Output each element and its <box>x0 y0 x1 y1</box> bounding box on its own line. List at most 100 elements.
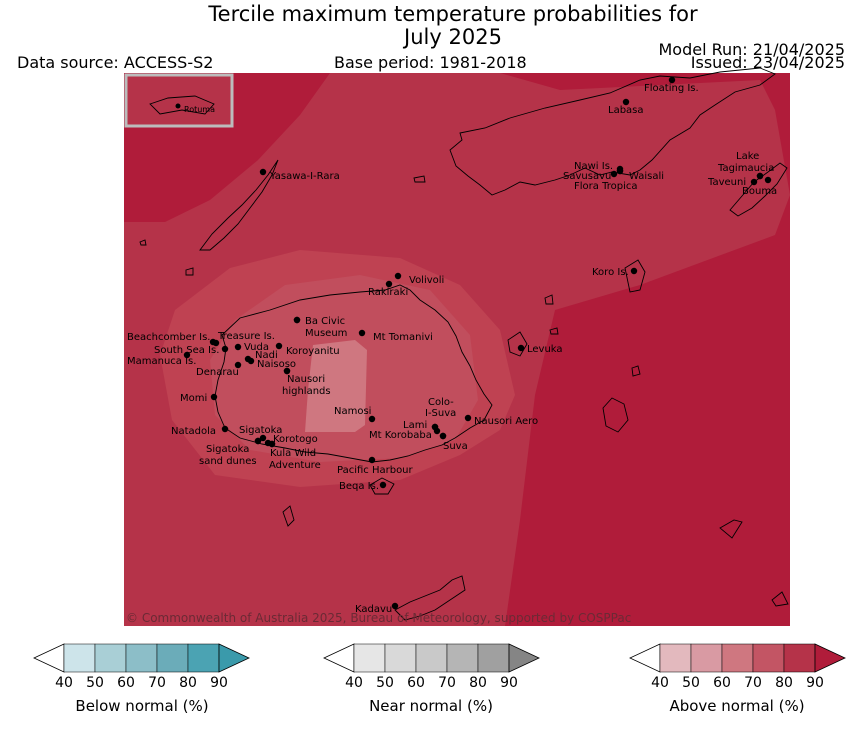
colorbar-tick-label: 70 <box>744 675 762 691</box>
place-dot <box>210 393 218 401</box>
place-marker: Naisoso <box>247 357 296 370</box>
place-label: Ba Civic <box>305 316 345 327</box>
place-dot <box>234 343 242 351</box>
place-label: Floating Is. <box>644 83 699 94</box>
colorbar-label-above: Above normal (%) <box>669 697 805 715</box>
place-dot <box>385 280 393 288</box>
place-marker: Lami <box>403 420 441 435</box>
place-label: Mamanuca Is. <box>127 356 196 367</box>
colorbar-tick-label: 50 <box>86 675 104 691</box>
place-marker: Museum <box>293 316 347 339</box>
place-label: Adventure <box>269 460 321 471</box>
place-marker: Beqa Is. <box>339 481 387 492</box>
inset-label-rotuma: Rotuma <box>184 105 215 114</box>
colorbar-tick-label: 90 <box>210 675 228 691</box>
colorbar-segment <box>94 643 127 673</box>
colorbar-tick-label: 40 <box>55 675 73 691</box>
place-label: sand dunes <box>199 456 257 467</box>
place-marker: Tagimaucia <box>717 163 774 180</box>
place-label: Nawi Is. <box>574 161 613 172</box>
place-label: Colo- <box>428 397 454 408</box>
colorbar-segment <box>721 643 754 673</box>
place-label: Nadi <box>255 350 278 361</box>
place-label: Labasa <box>608 105 644 116</box>
colorbar-near-normal <box>323 643 540 673</box>
colorbar-tick-label: 70 <box>148 675 166 691</box>
place-dot <box>616 167 624 175</box>
place-dot <box>212 339 220 347</box>
place-dot <box>358 329 366 337</box>
map-title-line1: Tercile maximum temperature probabilitie… <box>208 2 698 26</box>
colorbar-tick-label: 90 <box>806 675 824 691</box>
coastlines <box>139 67 789 621</box>
colorbar-tick-label: 90 <box>500 675 518 691</box>
place-marker: Pacific Harbour <box>337 456 414 476</box>
place-marker: Yasawa-I-Rara <box>259 168 340 182</box>
place-label: Yasawa-I-Rara <box>269 171 340 182</box>
place-label: Waisali <box>629 171 664 182</box>
place-dot <box>254 437 262 445</box>
place-marker: Denarau <box>196 361 242 378</box>
place-marker: Nausori Aero <box>464 414 538 427</box>
place-marker: Floating Is. <box>644 76 699 94</box>
place-label: Taveuni <box>707 177 746 188</box>
place-label: highlands <box>282 386 331 397</box>
colorbar-segment <box>477 643 510 673</box>
colorbar-tick-label: 80 <box>179 675 197 691</box>
place-dot <box>750 178 758 186</box>
place-label: South Sea Is. <box>154 345 219 356</box>
place-label: Sigatoka <box>206 444 249 455</box>
place-marker: Kadavu <box>355 602 399 615</box>
place-marker: Mt Tomanivi <box>358 329 433 343</box>
colorbar-below-normal <box>33 643 250 673</box>
place-marker: highlands <box>282 367 331 397</box>
colorbar-extend-high <box>814 643 846 673</box>
probability-field <box>124 73 790 626</box>
colorbar-segment <box>125 643 158 673</box>
place-marker: South Sea Is. <box>154 345 229 356</box>
colorbar-segment <box>783 643 816 673</box>
colorbar-extend-high <box>218 643 250 673</box>
colorbar-segment <box>659 643 692 673</box>
place-dot <box>439 432 447 440</box>
place-dot <box>259 168 267 176</box>
place-dot <box>394 272 402 280</box>
place-dot <box>268 440 276 448</box>
colorbar-tick-label: 80 <box>469 675 487 691</box>
place-dot <box>283 367 291 375</box>
place-marker: Momi <box>180 393 218 404</box>
place-label: Lake <box>736 151 759 162</box>
place-label: Museum <box>305 328 347 339</box>
gau-coast <box>602 397 629 433</box>
kadavu-coast <box>394 575 466 621</box>
place-label: Bouma <box>742 186 777 197</box>
place-label: Sigatoka <box>239 425 282 436</box>
place-label: Pacific Harbour <box>337 465 414 476</box>
map-title-line2: July 2025 <box>404 25 502 49</box>
place-label: Kula Wild <box>270 448 316 459</box>
colorbar-tick-label: 70 <box>438 675 456 691</box>
place-marker: Treasure Is. <box>212 331 275 347</box>
place-marker: Vuda <box>234 342 269 353</box>
place-label: Mt Korobaba <box>369 430 432 441</box>
place-label: Naisoso <box>257 359 296 370</box>
colorbar-segment <box>63 643 96 673</box>
place-label: Namosi <box>334 406 371 417</box>
place-dot <box>464 414 472 422</box>
colorbar-extend-low <box>629 643 661 673</box>
place-label: Denarau <box>196 367 239 378</box>
place-marker: Koroyanitu <box>275 342 340 357</box>
taveuni-coast <box>729 162 788 217</box>
place-label: Levuka <box>527 344 563 355</box>
place-dot <box>221 345 229 353</box>
place-dot <box>368 415 376 423</box>
place-marker: Taveuni <box>707 177 758 188</box>
base-period-label: Base period: 1981-2018 <box>334 53 527 72</box>
place-label: Treasure Is. <box>217 331 275 342</box>
place-label: Vuda <box>244 342 269 353</box>
place-label: Mt Tomanivi <box>373 332 433 343</box>
place-marker: Labasa <box>608 98 644 116</box>
place-dot <box>764 176 772 184</box>
issued-label: Issued: 23/04/2025 <box>690 53 845 72</box>
place-marker: Sigatoka <box>239 425 282 442</box>
